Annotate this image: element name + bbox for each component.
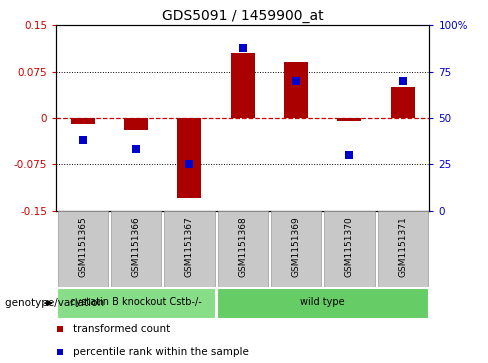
Bar: [337, 118, 362, 121]
Bar: [391, 87, 415, 118]
Point: [56, 326, 64, 332]
Bar: [324, 211, 375, 287]
Bar: [58, 211, 108, 287]
Point: [292, 78, 300, 84]
Bar: [57, 288, 215, 318]
Text: GSM1151369: GSM1151369: [292, 216, 301, 277]
Point: [56, 349, 64, 355]
Text: wild type: wild type: [301, 297, 345, 307]
Point: [399, 78, 407, 84]
Title: GDS5091 / 1459900_at: GDS5091 / 1459900_at: [162, 9, 324, 23]
Bar: [124, 118, 148, 130]
Bar: [164, 211, 215, 287]
Bar: [217, 288, 428, 318]
Text: percentile rank within the sample: percentile rank within the sample: [73, 347, 249, 357]
Text: GSM1151370: GSM1151370: [345, 216, 354, 277]
Point: [185, 161, 193, 167]
Text: cystatin B knockout Cstb-/-: cystatin B knockout Cstb-/-: [70, 297, 202, 307]
Point: [346, 152, 353, 158]
Point: [79, 137, 87, 143]
Bar: [178, 118, 202, 198]
Text: GSM1151365: GSM1151365: [78, 216, 87, 277]
Point: [132, 147, 140, 152]
Text: GSM1151368: GSM1151368: [238, 216, 247, 277]
Bar: [111, 211, 162, 287]
Bar: [271, 211, 321, 287]
Text: GSM1151366: GSM1151366: [132, 216, 141, 277]
Text: GSM1151371: GSM1151371: [398, 216, 407, 277]
Text: GSM1151367: GSM1151367: [185, 216, 194, 277]
Text: genotype/variation: genotype/variation: [5, 298, 107, 308]
Bar: [218, 211, 268, 287]
Bar: [284, 62, 308, 118]
Point: [239, 45, 246, 50]
Bar: [71, 118, 95, 124]
Text: transformed count: transformed count: [73, 324, 170, 334]
Bar: [231, 53, 255, 118]
Bar: [378, 211, 428, 287]
